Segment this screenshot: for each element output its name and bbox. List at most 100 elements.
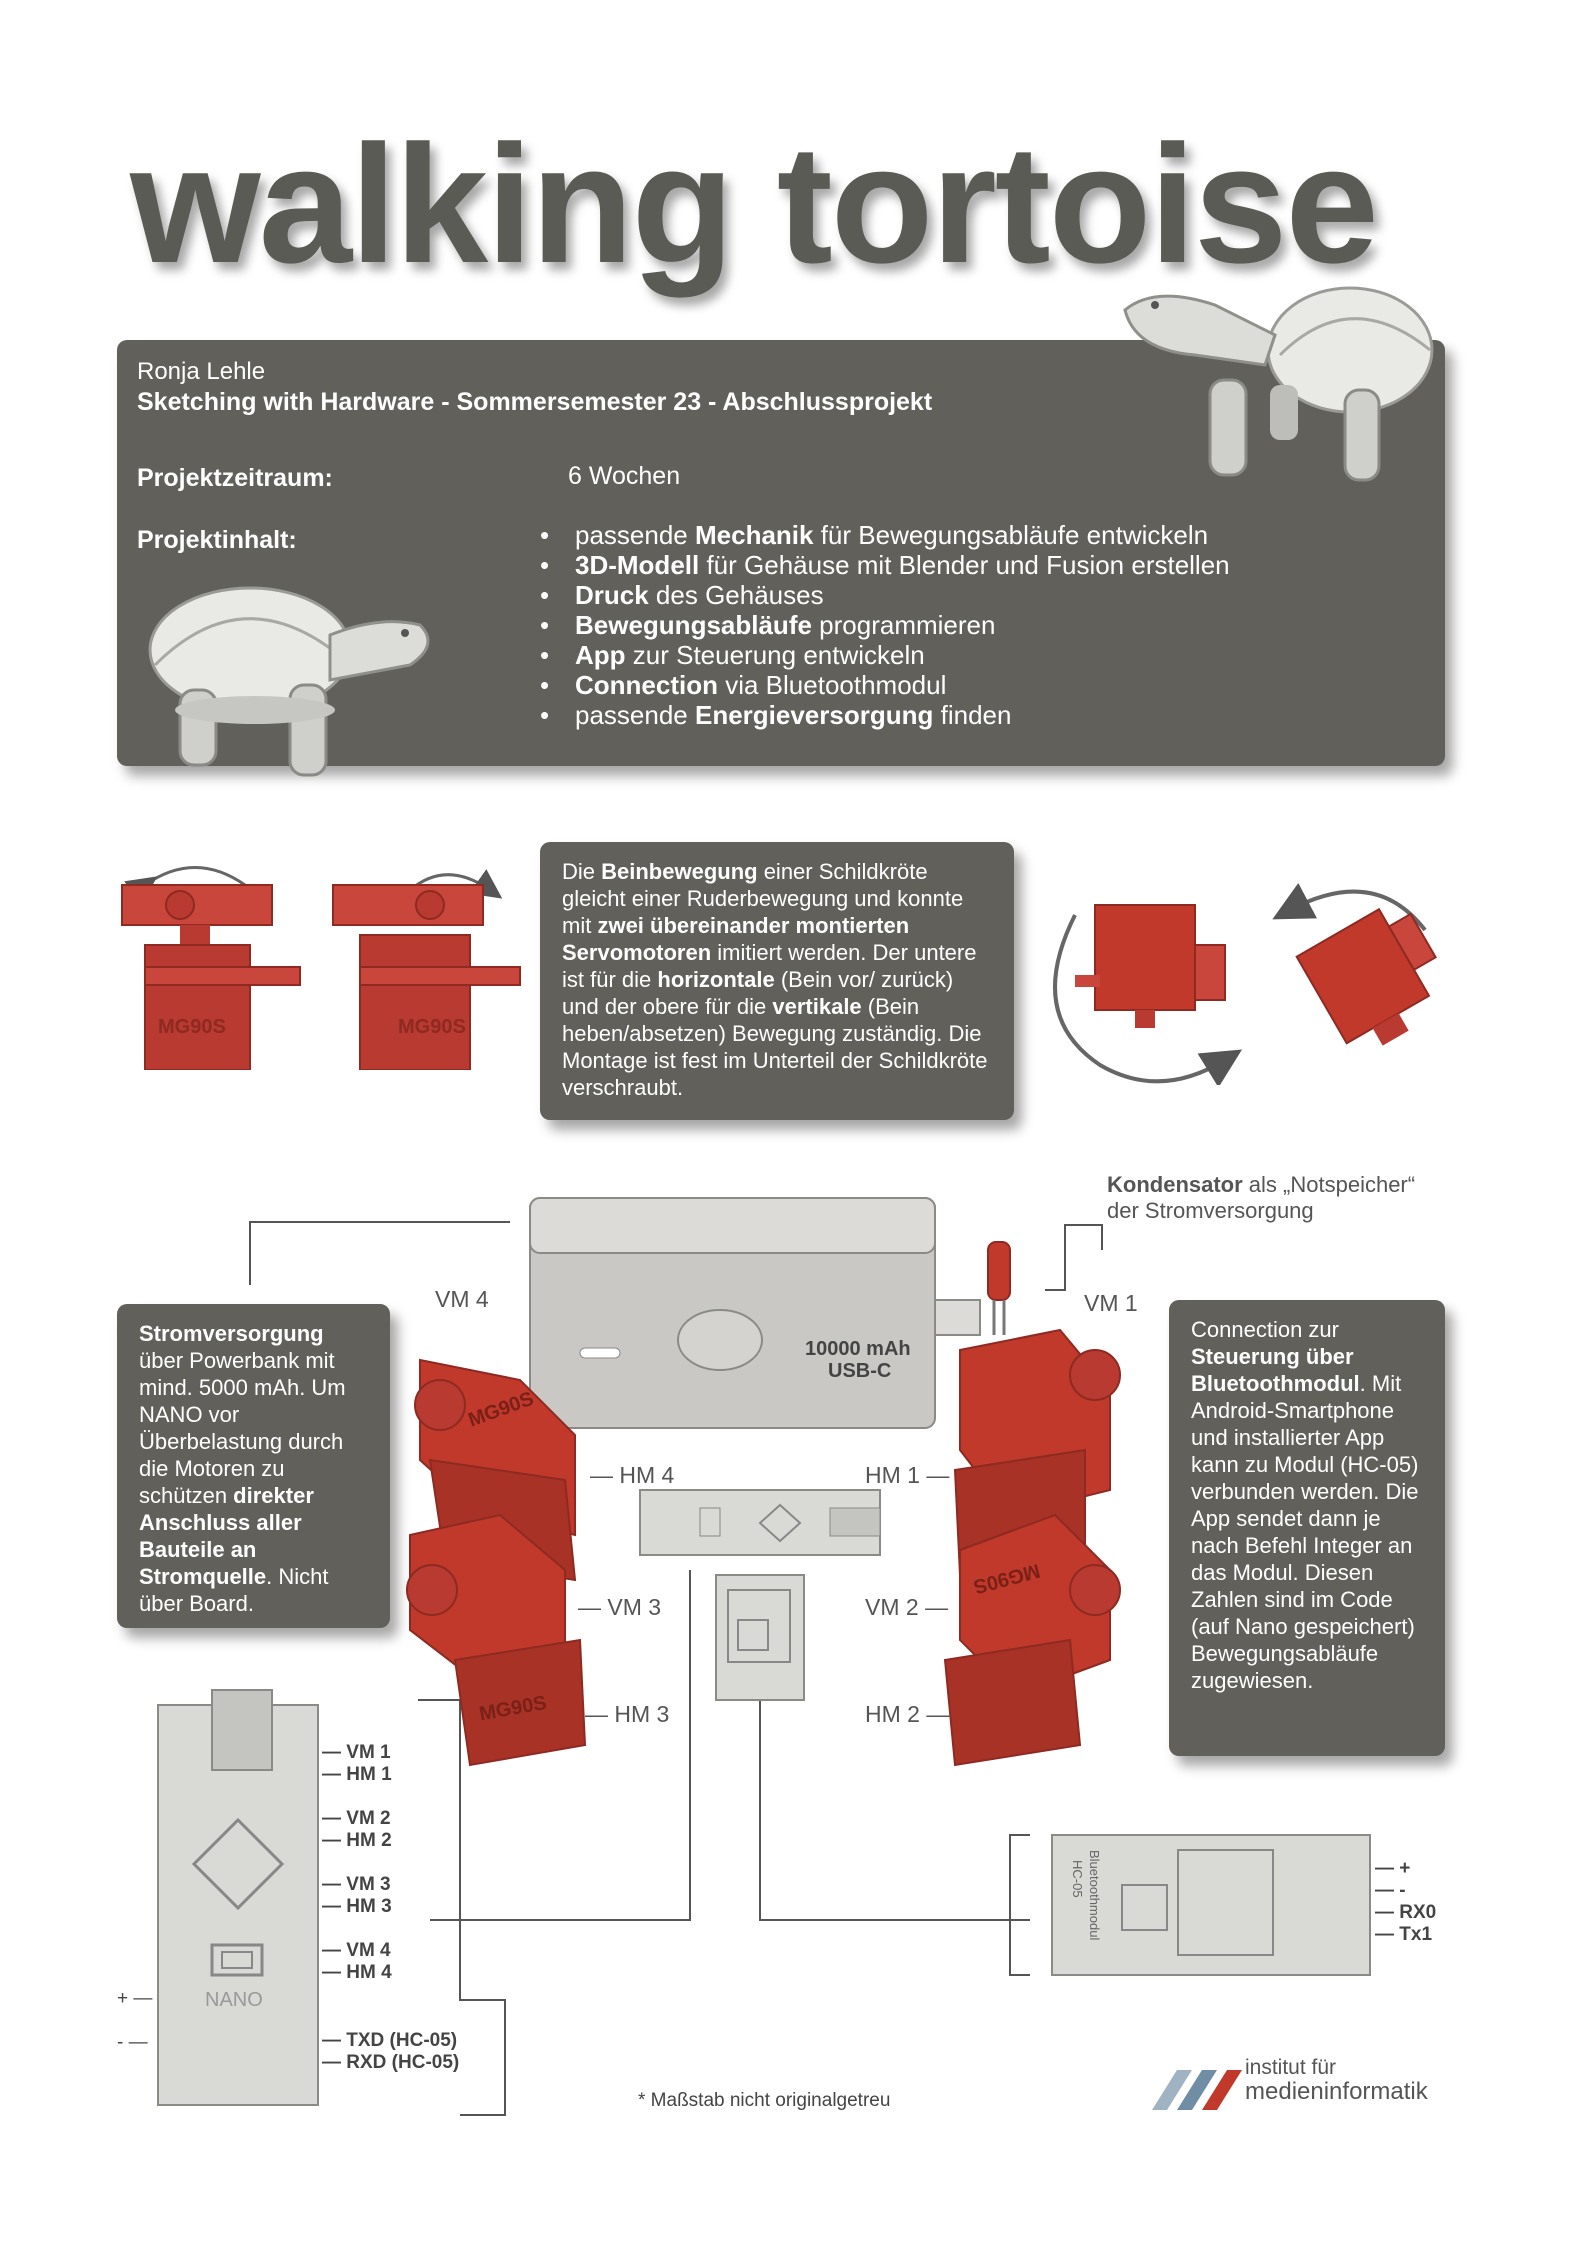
servo-pair-left-back: MG90S	[406, 1513, 587, 1767]
body-text: Connection zur	[1191, 1317, 1339, 1342]
project-content-item: Connection via Bluetoothmodul	[540, 670, 1360, 700]
nano-pin-label: — HM 3	[322, 1896, 392, 1917]
body-text: imitiert werden. Der untere ist für die	[562, 940, 977, 992]
powerbank-port: USB-C	[828, 1360, 891, 1382]
motor-label-hm4: — HM 4	[590, 1462, 675, 1488]
emphasis-text: zwei übereinander montierten Servomotore…	[562, 913, 910, 965]
bullet-keyword: Connection	[575, 670, 718, 700]
bullet-keyword: App	[575, 640, 626, 670]
body-text: (Bein heben/absetzen) Bewegung zuständig…	[562, 994, 988, 1100]
page-title: walking tortoise	[130, 110, 1379, 298]
bluetooth-module-small	[715, 1574, 805, 1701]
bullet-text: zur Steuerung entwickeln	[625, 640, 925, 670]
emphasis-text: Stromversorgung	[139, 1321, 324, 1346]
servo-label: MG90S	[398, 1016, 466, 1038]
emphasis-text: Steuerung über Bluetoothmodul	[1191, 1344, 1360, 1396]
wiring-diagram: 10000 mAh USB-C MG90S MG90S MG90S	[157, 1197, 1371, 2116]
tortoise-image-left	[148, 586, 430, 777]
nano-pin-label: — VM 3	[322, 1874, 391, 1895]
power-supply-text: Stromversorgung über Powerbank mit mind.…	[117, 1304, 390, 1633]
bullet-text: via Bluetoothmodul	[718, 670, 947, 700]
bluetooth-panel: Connection zur Steuerung über Bluetoothm…	[1169, 1300, 1445, 1756]
nano-pin-label: — VM 4	[322, 1940, 391, 1961]
bullet-text: finden	[933, 700, 1012, 730]
project-content-item: passende Mechanik für Bewegungsabläufe e…	[540, 520, 1360, 550]
motor-label-vm4: VM 4	[435, 1286, 489, 1312]
leg-movement-text: Die Beinbewegung einer Schildkröte gleic…	[540, 842, 1014, 1117]
emphasis-text: horizontale	[657, 967, 775, 992]
body-text: (Bein vor/ zurück) und der obere für die	[562, 967, 954, 1019]
powerbank: 10000 mAh USB-C	[529, 1197, 981, 1429]
bullet-keyword: Bewegungsabläufe	[575, 610, 812, 640]
servo-rotation-views	[1053, 882, 1437, 1085]
bullet-text: für Bewegungsabläufe entwickeln	[813, 520, 1209, 550]
nano-pin-label: — VM 2	[322, 1808, 391, 1829]
motor-label-vm3: — VM 3	[578, 1594, 662, 1620]
author-name: Ronja Lehle	[137, 358, 266, 385]
bt-module-model: HC-05	[1070, 1860, 1085, 1898]
institute-logo-text: institut für medieninformatik	[1245, 2056, 1428, 2105]
bullet-keyword: Energieversorgung	[694, 700, 934, 730]
bullet-text: für Gehäuse mit Blender und Fusion erste…	[699, 550, 1230, 580]
emphasis-text: direkter Anschluss aller Bauteile an Str…	[139, 1483, 314, 1589]
project-content-item: passende Energieversorgung finden	[540, 700, 1360, 730]
body-text: einer Schildkröte gleicht einer Ruderbew…	[562, 859, 964, 938]
servo-front-left: MG90S	[121, 866, 301, 1070]
bt-pin-label: — Tx1	[1375, 1924, 1433, 1945]
nano-pin-label: — HM 4	[322, 1962, 392, 1983]
servo-front-right: MG90S	[332, 869, 521, 1070]
bluetooth-text: Connection zur Steuerung über Bluetoothm…	[1169, 1300, 1445, 1710]
nano-pin-label: — HM 1	[322, 1764, 392, 1785]
bullet-keyword: Mechanik	[694, 520, 814, 550]
powerbank-capacity: 10000 mAh	[805, 1338, 911, 1360]
period-value: 6 Wochen	[568, 462, 681, 490]
servo-stack-front-views: MG90S MG90S	[121, 866, 521, 1070]
tortoise-image-right	[1123, 286, 1434, 482]
emphasis-text: vertikale	[772, 994, 862, 1019]
servo-pair-right-back: MG90S	[943, 1513, 1121, 1767]
body-text: über Powerbank mit mind. 5000 mAh. Um NA…	[139, 1348, 346, 1508]
content-label: Projektinhalt:	[137, 526, 297, 554]
nano-board-small	[639, 1489, 881, 1556]
bullet-text: passende	[575, 700, 695, 730]
nano-pin-label: — HM 2	[322, 1830, 392, 1851]
project-content-item: App zur Steuerung entwickeln	[540, 640, 1360, 670]
bullet-text: passende	[575, 520, 695, 550]
bt-pin-label: — +	[1375, 1858, 1411, 1879]
bt-pin-label: — -	[1375, 1880, 1406, 1901]
bluetooth-module: Bluetoothmodul HC-05	[1051, 1834, 1371, 1976]
project-content-item: Bewegungsabläufe programmieren	[540, 610, 1360, 640]
project-content-list: passende Mechanik für Bewegungsabläufe e…	[540, 520, 1360, 730]
bullet-keyword: Druck	[575, 580, 649, 610]
power-supply-panel: Stromversorgung über Powerbank mit mind.…	[117, 1304, 390, 1628]
motor-label-vm1: VM 1	[1084, 1290, 1138, 1316]
leg-movement-panel: Die Beinbewegung einer Schildkröte gleic…	[540, 842, 1014, 1120]
nano-pin-label: — RXD (HC-05)	[322, 2052, 460, 2073]
bullet-text: programmieren	[811, 610, 996, 640]
project-content-item: Druck des Gehäuses	[540, 580, 1360, 610]
course-title: Sketching with Hardware - Sommersemester…	[137, 388, 933, 416]
motor-label-vm2: VM 2 —	[865, 1594, 949, 1620]
nano-pin-label: — TXD (HC-05)	[322, 2030, 458, 2051]
motor-label-hm1: HM 1 —	[865, 1462, 950, 1488]
bt-pin-label: — RX0	[1375, 1902, 1437, 1923]
nano-minus-label: - —	[117, 2032, 148, 2053]
period-label: Projektzeitraum:	[137, 464, 333, 492]
bt-module-title: Bluetoothmodul	[1087, 1850, 1102, 1940]
emphasis-text: Beinbewegung	[601, 859, 758, 884]
motor-label-hm2: HM 2 —	[865, 1701, 950, 1727]
nano-board-name: NANO	[205, 1989, 263, 2011]
capacitor	[987, 1241, 1011, 1335]
body-text: Die	[562, 859, 602, 884]
body-text: . Nicht über Board.	[139, 1564, 329, 1616]
body-text: . Mit Android-Smartphone und installiert…	[1191, 1371, 1419, 1693]
nano-plus-label: + —	[117, 1988, 153, 2009]
nano-pin-label: — VM 1	[322, 1742, 391, 1763]
bullet-keyword: 3D-Modell	[575, 550, 700, 580]
capacitor-label: Kondensator als „Notspeicher“ der Stromv…	[1107, 1172, 1416, 1223]
scale-note: * Maßstab nicht originalgetreu	[638, 2090, 891, 2111]
motor-label-hm3: — HM 3	[585, 1701, 670, 1727]
bullet-text: des Gehäuses	[648, 580, 824, 610]
servo-label: MG90S	[158, 1016, 226, 1038]
nano-board: NANO	[157, 1689, 319, 2106]
